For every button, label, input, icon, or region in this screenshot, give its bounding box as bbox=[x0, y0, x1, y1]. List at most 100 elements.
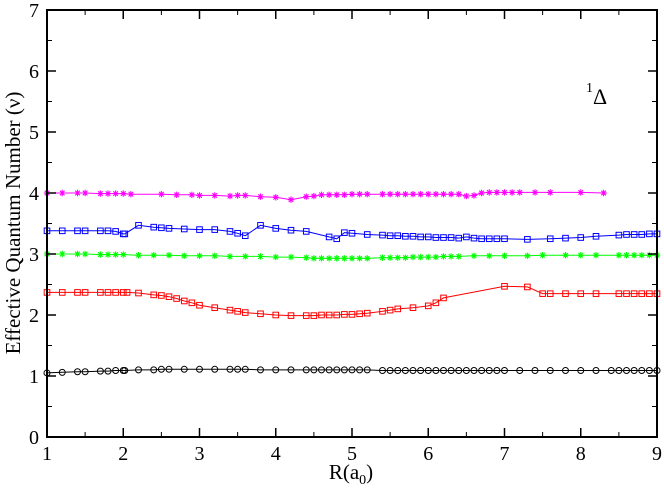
data-point bbox=[623, 367, 630, 375]
data-point bbox=[196, 192, 203, 199]
data-point bbox=[272, 366, 280, 374]
data-point bbox=[121, 230, 129, 238]
data-point bbox=[379, 308, 386, 315]
data-point bbox=[638, 252, 645, 259]
data-point bbox=[363, 231, 371, 238]
data-point bbox=[257, 193, 264, 200]
data-point bbox=[386, 254, 394, 261]
data-point bbox=[356, 310, 363, 318]
data-point bbox=[386, 191, 394, 198]
data-point bbox=[386, 367, 394, 375]
data-point bbox=[363, 309, 371, 317]
data-point bbox=[546, 235, 554, 243]
data-point bbox=[287, 366, 295, 374]
data-point bbox=[348, 311, 356, 318]
data-point bbox=[440, 234, 447, 241]
data-point bbox=[302, 228, 310, 235]
data-point bbox=[96, 367, 104, 375]
data-point bbox=[135, 289, 142, 297]
data-point bbox=[59, 250, 66, 258]
data-point bbox=[310, 255, 318, 262]
data-point bbox=[74, 289, 81, 296]
data-point bbox=[577, 367, 585, 375]
data-point bbox=[356, 366, 364, 374]
data-point bbox=[234, 192, 241, 199]
data-point bbox=[226, 228, 234, 235]
y-tick-label: 1 bbox=[29, 366, 39, 388]
data-point bbox=[440, 367, 447, 375]
data-point bbox=[112, 228, 119, 235]
data-point bbox=[562, 367, 569, 375]
data-point bbox=[447, 234, 455, 241]
data-point bbox=[188, 299, 196, 307]
data-point bbox=[196, 365, 203, 373]
data-point bbox=[638, 367, 646, 375]
data-point bbox=[226, 253, 234, 260]
x-tick-label: 6 bbox=[423, 443, 433, 465]
data-point bbox=[104, 227, 112, 235]
x-axis-title: R(a0) bbox=[329, 460, 373, 488]
data-point bbox=[402, 254, 409, 261]
series-state-3 bbox=[43, 250, 661, 262]
data-point bbox=[234, 229, 241, 237]
data-point bbox=[302, 312, 310, 319]
data-point bbox=[493, 367, 501, 375]
series-line bbox=[47, 191, 604, 201]
data-point bbox=[516, 189, 523, 196]
data-point bbox=[81, 289, 89, 296]
data-point bbox=[325, 255, 333, 262]
data-point bbox=[486, 252, 493, 260]
data-point bbox=[402, 233, 409, 240]
data-point bbox=[310, 312, 318, 319]
data-point bbox=[417, 253, 424, 261]
data-point bbox=[58, 227, 66, 235]
data-point bbox=[173, 295, 180, 302]
data-point bbox=[257, 253, 264, 260]
data-point bbox=[379, 191, 386, 198]
data-point bbox=[196, 301, 203, 309]
data-point bbox=[226, 192, 234, 200]
x-tick-label: 9 bbox=[652, 443, 662, 465]
data-point bbox=[59, 189, 66, 197]
y-tick-label: 2 bbox=[29, 305, 39, 327]
data-point bbox=[196, 252, 203, 260]
data-point bbox=[325, 366, 333, 374]
data-point bbox=[470, 252, 478, 260]
data-point bbox=[592, 367, 600, 375]
data-point bbox=[120, 251, 127, 258]
data-point bbox=[348, 255, 356, 262]
data-point bbox=[401, 367, 409, 375]
data-point bbox=[104, 289, 112, 296]
data-point bbox=[402, 191, 409, 198]
data-point bbox=[409, 253, 417, 261]
data-point bbox=[81, 368, 89, 376]
y-tick-label: 7 bbox=[29, 0, 39, 22]
data-point bbox=[432, 299, 440, 307]
data-point bbox=[211, 304, 219, 311]
data-point bbox=[356, 191, 363, 198]
x-tick-label: 5 bbox=[347, 443, 357, 465]
data-point bbox=[562, 290, 569, 297]
series-layer bbox=[43, 189, 661, 377]
data-point bbox=[386, 306, 394, 314]
data-point bbox=[135, 222, 142, 229]
data-point bbox=[74, 189, 81, 197]
data-point bbox=[318, 366, 325, 374]
data-point bbox=[234, 365, 242, 373]
data-point bbox=[531, 189, 539, 196]
data-point bbox=[180, 365, 188, 373]
data-point bbox=[341, 311, 348, 318]
data-point bbox=[119, 289, 127, 296]
data-point bbox=[257, 222, 264, 229]
data-point bbox=[226, 306, 234, 314]
data-point bbox=[58, 368, 66, 376]
data-point bbox=[501, 367, 508, 375]
data-point bbox=[440, 294, 447, 302]
state-label-annotation: 1Δ bbox=[586, 81, 607, 109]
data-point bbox=[394, 191, 401, 198]
series-line bbox=[46, 368, 657, 374]
data-point bbox=[615, 290, 623, 297]
data-point bbox=[211, 226, 219, 233]
data-point bbox=[180, 297, 188, 305]
